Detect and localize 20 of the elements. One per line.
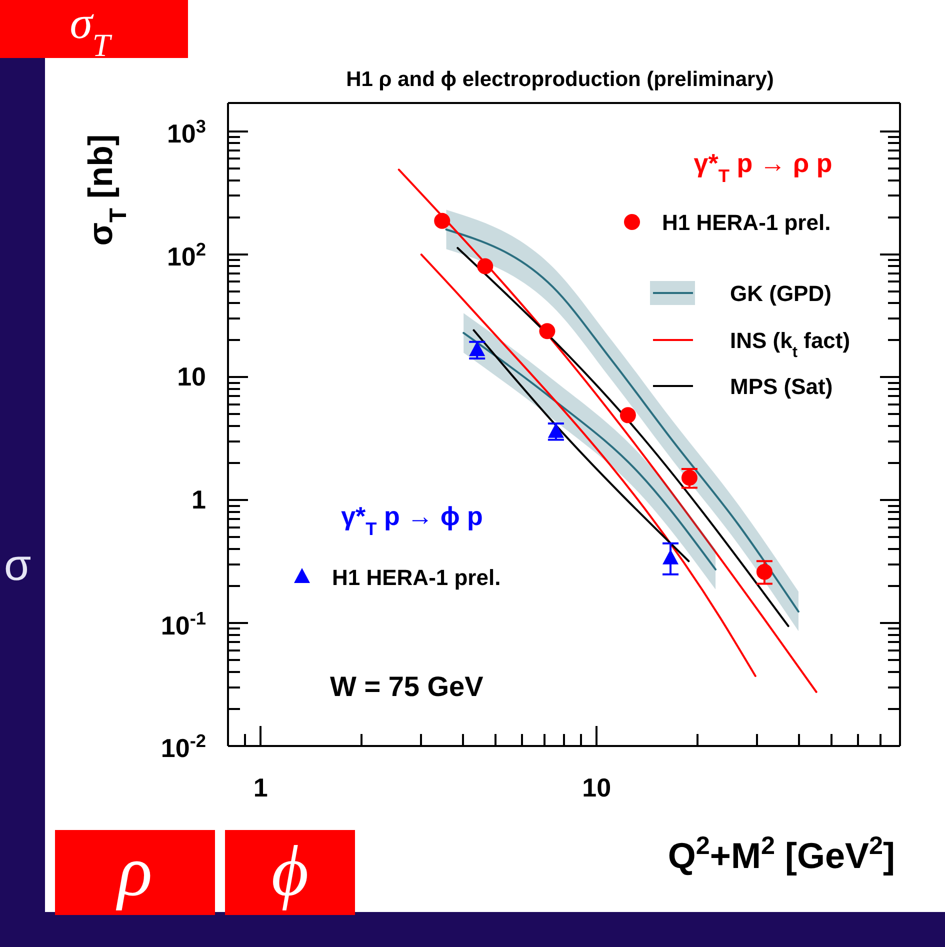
legend-label: H1 HERA-1 prel. [332,565,501,590]
legend-label: H1 HERA-1 prel. [662,210,831,235]
text: ϕ [271,831,309,911]
y-tick-label: 10$^{-2}$ [160,731,206,764]
annotation: W = 75 GeV [330,671,484,702]
legend-label: MPS (Sat) [730,374,833,399]
x-axis-title: Q$^{2}$+M$^{2}$ [GeV$^{2}$] [668,832,895,876]
annotation: γ*$_{T}$ p → ϕ p [341,501,483,539]
y-tick-label: 1 [192,484,206,514]
y-tick-label: 10$^{3}$ [166,116,206,149]
y-tick-label: 10 [177,362,206,392]
legend-label: GK (GPD) [730,281,832,306]
y-tick-label: 10$^{2}$ [166,239,206,272]
legend-label: INS (k$_{t}$ fact) [730,328,850,360]
text: σ [4,541,32,590]
text: ρ [116,831,152,911]
text: σ$_{T}$ [70,0,112,63]
annotation: γ*$_{T}$ p → ρ p [694,148,832,186]
y-tick-label: 10$^{-1}$ [160,608,206,640]
chart-title: H1 ρ and ϕ electroproduction (preliminary) [346,68,774,91]
